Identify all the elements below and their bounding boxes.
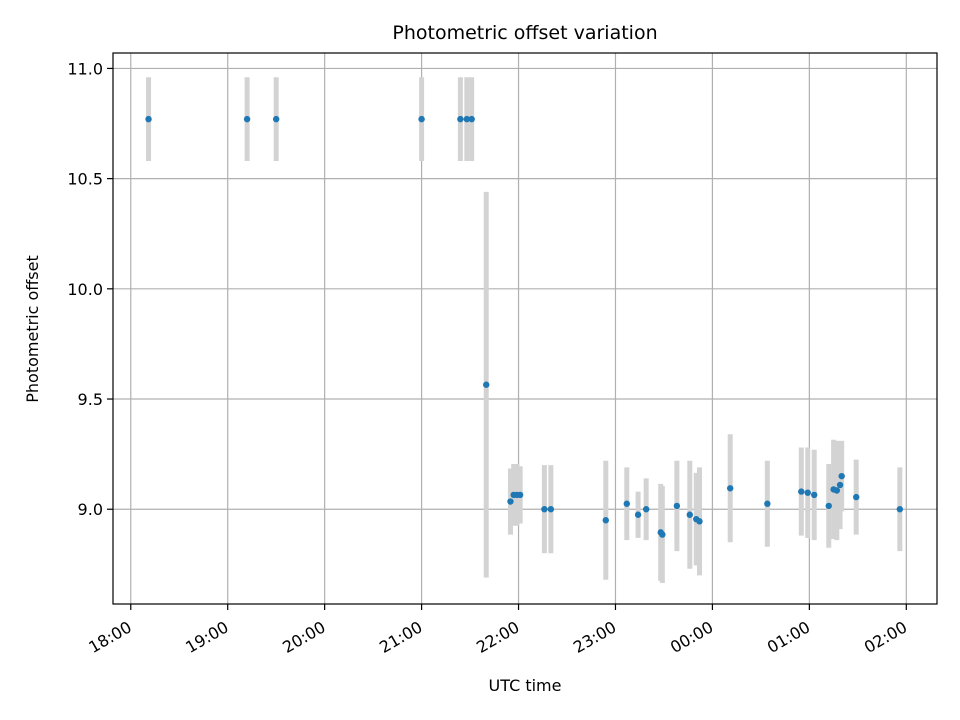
data-point <box>145 115 152 123</box>
y-tick-label: 11.0 <box>67 59 103 78</box>
data-point <box>833 487 841 494</box>
data-point <box>696 518 703 525</box>
data-point <box>673 502 681 510</box>
data-point <box>764 500 771 507</box>
y-tick-label: 9.5 <box>78 390 103 409</box>
data-point <box>516 491 524 499</box>
data-point <box>838 472 845 480</box>
data-point <box>623 500 630 507</box>
data-point <box>836 481 844 489</box>
data-point <box>686 511 693 518</box>
data-point <box>468 115 475 123</box>
data-point <box>642 506 650 513</box>
data-point <box>659 531 666 538</box>
data-point <box>418 115 425 123</box>
data-point <box>896 506 904 513</box>
data-point <box>547 506 555 513</box>
data-point <box>634 511 642 518</box>
chart-title: Photometric offset variation <box>392 22 657 44</box>
y-tick-label: 10.0 <box>67 280 103 299</box>
data-points <box>145 115 904 538</box>
data-point <box>804 489 811 496</box>
y-tick-label: 10.5 <box>67 170 103 189</box>
data-point <box>853 493 860 501</box>
data-point <box>243 115 251 123</box>
data-point <box>798 488 805 495</box>
data-point <box>507 498 514 505</box>
data-point <box>457 115 464 123</box>
data-point <box>602 517 609 524</box>
data-point <box>272 115 280 123</box>
y-axis-ticks: 9.0 9.5 10.0 10.5 11.0 <box>67 59 113 519</box>
data-point <box>463 115 471 123</box>
plot-area-frame <box>112 52 938 605</box>
y-tick-label: 9.0 <box>78 500 103 519</box>
data-point <box>483 381 490 388</box>
data-point <box>541 506 548 513</box>
grid <box>113 53 937 604</box>
data-point <box>825 502 832 510</box>
data-point <box>726 485 734 492</box>
data-point <box>811 491 818 499</box>
x-axis-label: UTC time <box>489 676 562 695</box>
y-axis-label: Photometric offset <box>23 255 42 403</box>
